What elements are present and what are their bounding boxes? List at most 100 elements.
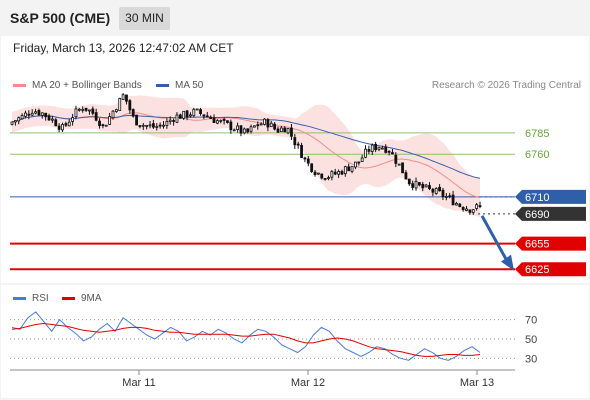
candle-body [380,147,384,150]
candle-body [360,157,364,163]
candle-body [428,185,431,190]
rsi-tick-50: 50 [525,334,537,346]
candle-body [232,129,236,132]
candle-body [57,125,61,130]
level-label-6710: 6710 [525,192,549,204]
candle-body [417,182,421,186]
candle-body [202,114,206,117]
candle-body [10,121,14,125]
candle-body [192,108,196,117]
candle-body [54,119,58,127]
timestamp: Friday, March 13, 2026 12:47:02 AM CET [13,41,234,55]
legend-rsi: RSI [13,293,49,304]
candle-body [259,123,263,126]
candle-body [67,121,71,127]
candle-body [350,166,354,172]
candle-body [34,111,37,114]
candle-body [178,114,182,119]
credit-text: Research © 2026 Trading Central [431,80,581,91]
candle-body [175,114,179,123]
candle-body [320,173,324,179]
chart-header: S&P 500 (CME) 30 MIN [0,0,590,36]
candle-body [306,158,310,164]
candle-body [458,203,462,207]
candle-body [131,109,135,117]
candle-body [64,123,68,126]
candle-body [337,171,340,175]
candle-body [98,120,101,127]
candle-body [152,123,155,128]
candle-body [434,188,438,194]
candle-body [340,171,344,175]
legend-ma-bb-label: MA 20 + Bollinger Bands [32,80,142,91]
candle-body [138,125,142,127]
candle-body [364,148,367,158]
candle-body [448,195,452,198]
projection-arrow-shaft [480,215,510,264]
legend-ma-bb: MA 20 + Bollinger Bands [13,80,142,91]
candle-body [444,196,448,198]
candle-body [74,108,78,118]
candle-body [141,124,145,127]
candle-body [44,112,48,118]
level-label-6690: 6690 [525,209,549,221]
candle-body [465,208,468,211]
candle-body [300,145,303,159]
candle-body [51,118,54,121]
candle-body [108,116,112,125]
legend-9ma-label: 9MA [81,293,102,304]
candle-body [148,124,152,127]
candle-body [411,183,415,188]
candle-body [316,172,320,175]
candle-body [391,152,394,155]
candle-body [185,110,189,118]
candle-body [367,149,371,152]
legend-ma50-swatch [156,83,169,87]
candle-body [77,108,81,111]
candle-body [172,120,176,122]
candle-body [475,204,479,209]
level-tag-6625 [515,262,586,277]
candle-body [236,125,239,130]
x-tick-label: Mar 12 [291,377,325,389]
candle-body [461,207,465,210]
candle-body [209,116,213,119]
candle-body [407,178,411,185]
candle-body [24,112,27,117]
candle-body [222,118,226,121]
candle-body [145,125,149,127]
x-tick-label: Mar 11 [122,377,155,389]
candle-body [101,124,105,127]
candle-body [118,98,122,111]
candle-body [30,112,34,116]
candle-body [256,124,260,127]
candle-body [84,107,88,111]
candle-body [397,163,401,166]
candle-body [195,108,199,111]
candle-body [347,166,351,172]
candle-body [401,162,404,174]
rsi-tick-30: 30 [525,353,537,365]
candle-body [189,114,192,117]
candle-body [269,122,273,128]
candle-body [182,110,186,119]
candle-body [27,113,31,116]
candle-body [468,209,472,213]
candle-body [471,209,475,213]
legend-ma50: MA 50 [156,80,203,91]
candle-body [394,154,398,164]
candle-body [296,143,300,146]
candle-body [37,110,41,116]
candle-body [424,184,428,188]
candle-body [215,120,219,124]
candle-body [384,146,388,153]
bollinger-band-area [12,95,480,217]
level-label-6785: 6785 [525,128,549,140]
candle-body [293,137,297,146]
candle-body [246,128,250,133]
timeframe-badge[interactable]: 30 MIN [119,7,170,30]
candle-body [343,166,347,175]
candle-body [438,186,441,192]
candle-body [266,119,270,128]
